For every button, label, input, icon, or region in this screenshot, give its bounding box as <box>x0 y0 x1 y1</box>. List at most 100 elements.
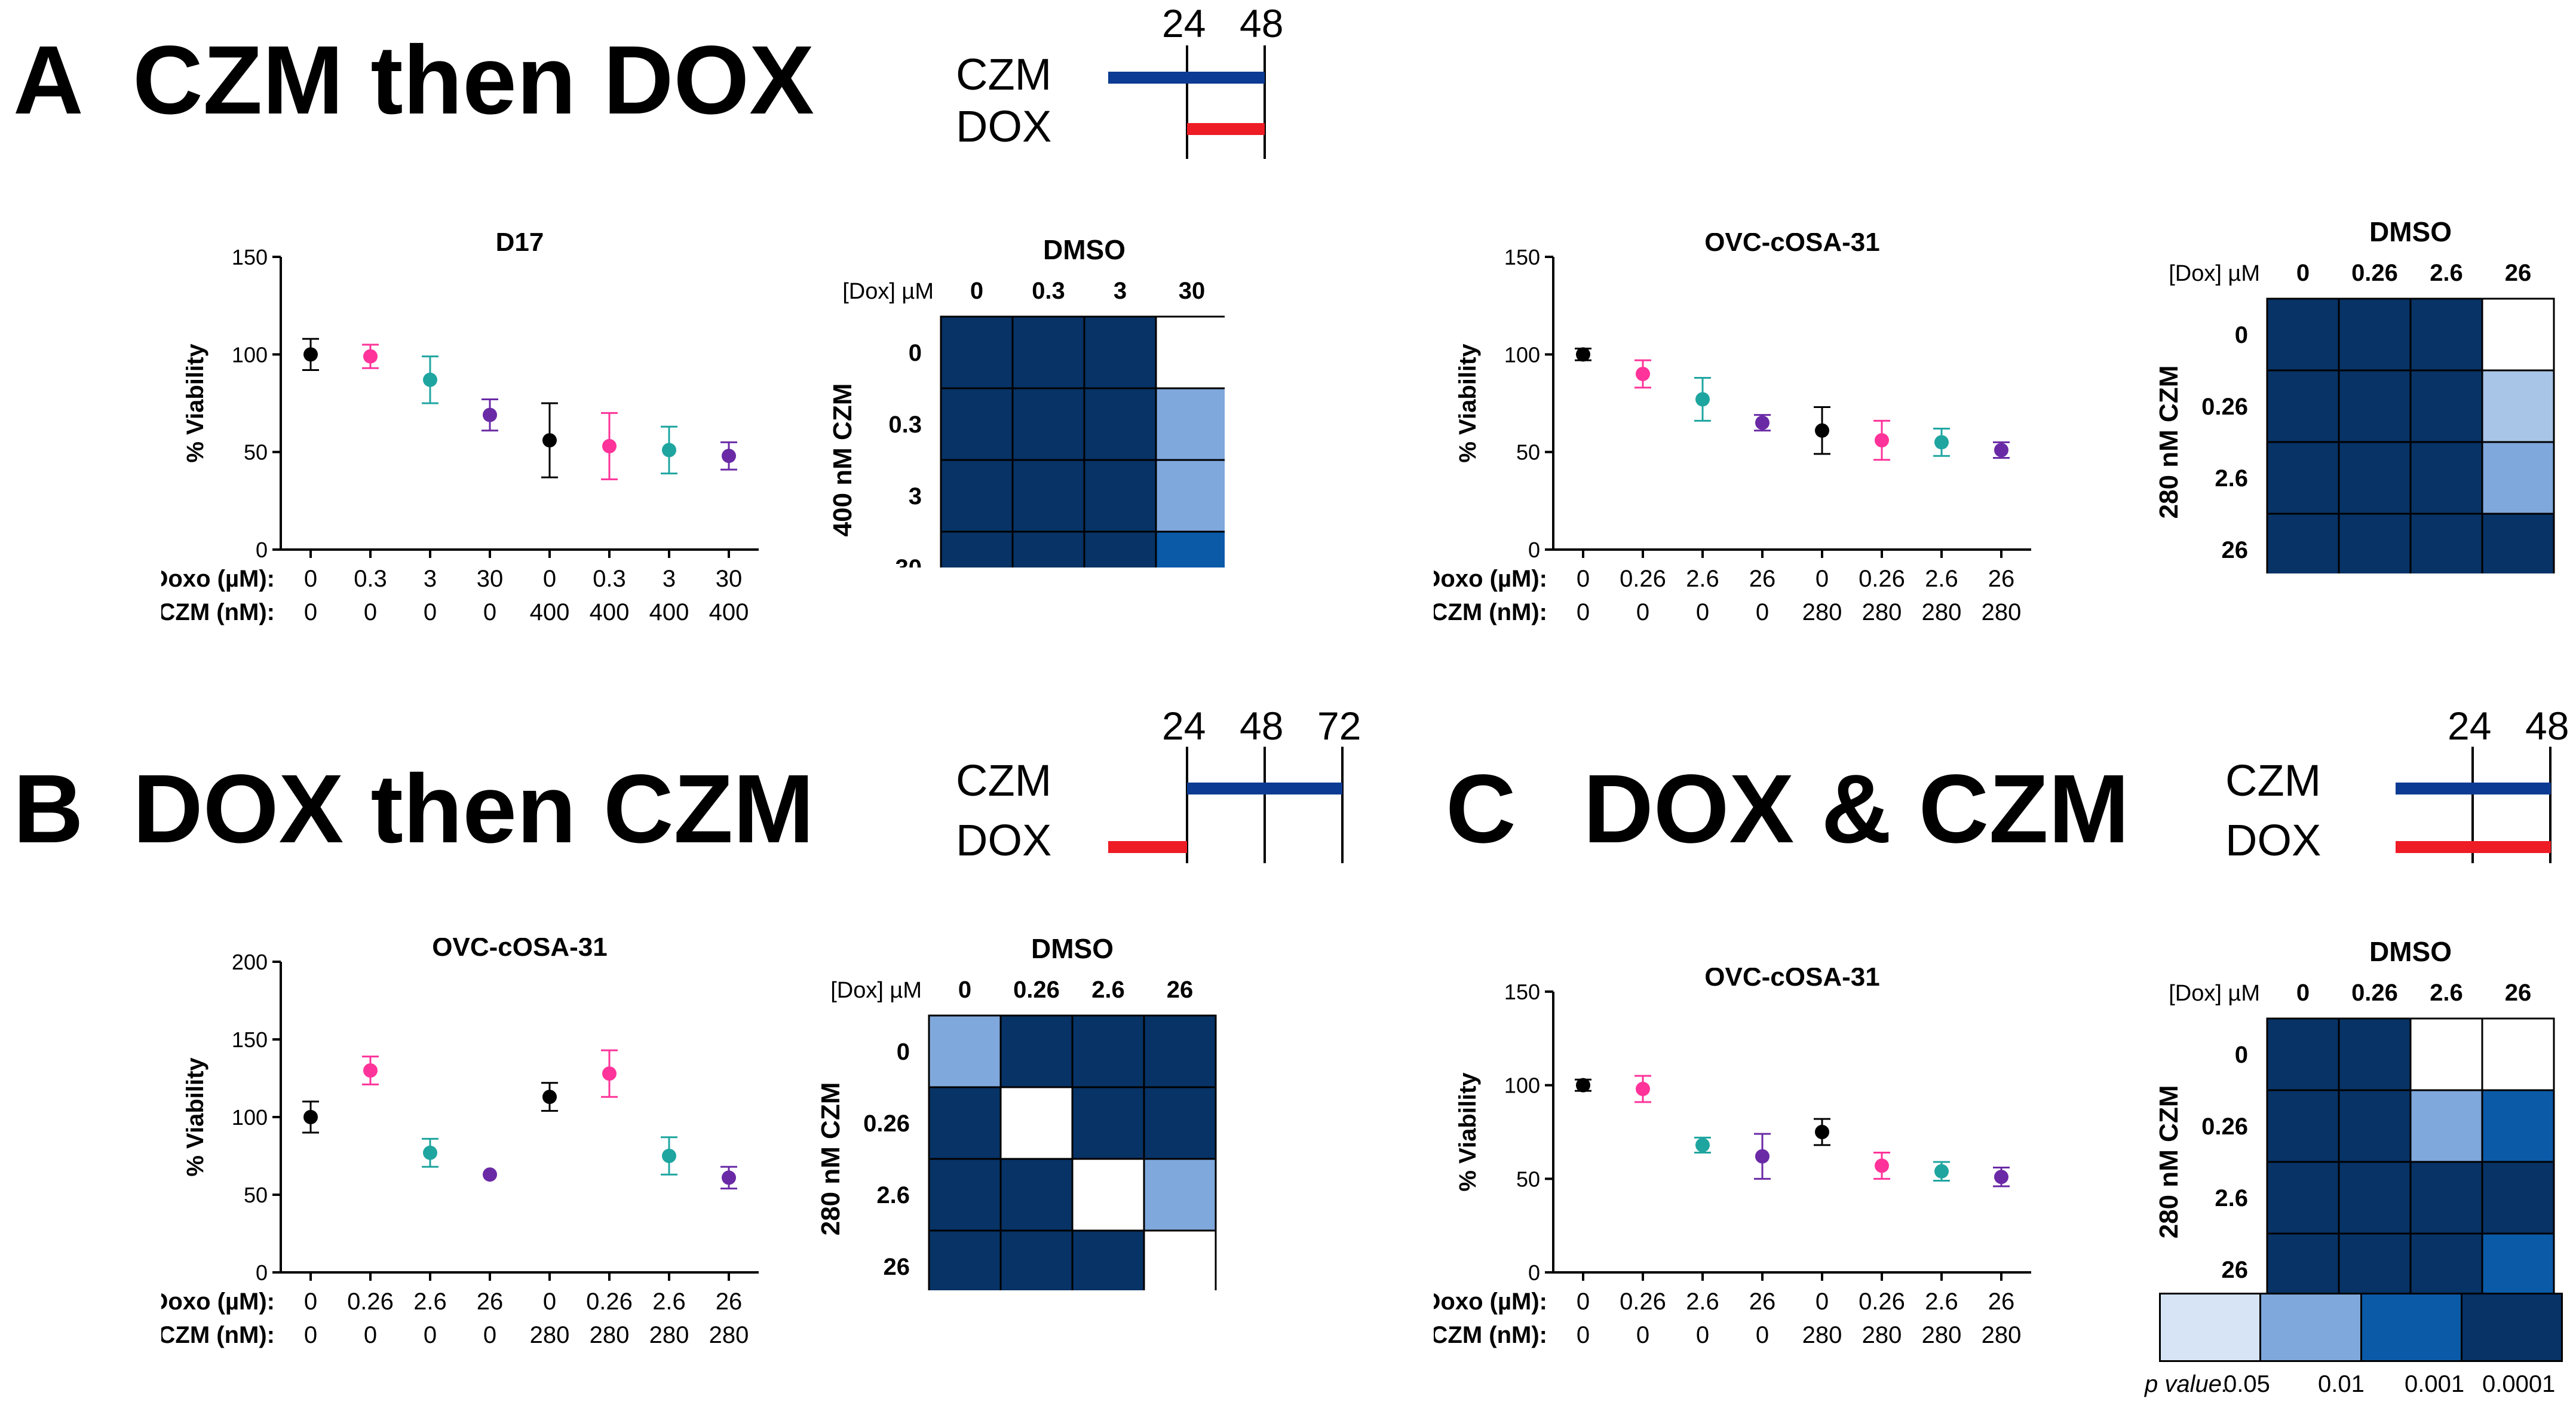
heatmap-cell <box>928 1158 1002 1232</box>
heatmap-row-axis-label: 400 nM CZM <box>828 384 857 537</box>
czm-value: 0 <box>483 599 496 625</box>
heatmap-cell <box>1071 1014 1145 1088</box>
czm-value: 0 <box>1756 599 1769 625</box>
dotplot-c-ovc: OVC-cOSA-31 0 50 100 150 % Viability 0 0 0.26 0 2.… <box>1434 968 2031 1348</box>
heatmap-cell <box>2266 1089 2340 1163</box>
doxo-value: 0 <box>543 1289 556 1315</box>
czm-value: 0 <box>1577 599 1590 625</box>
heatmap-cell <box>1143 1086 1217 1160</box>
doxo-row-label: Doxo (µM): <box>1434 566 1547 592</box>
doxo-value: 26 <box>1749 566 1776 592</box>
y-tick-label: 0 <box>1528 538 1540 562</box>
heatmap-a-ovc: DMSO [Dox] µM 0 0.26 2.6 26 0 0.26 2.6 26 280 nM C… <box>2154 216 2555 573</box>
czm-row-label: CZM (nM): <box>1434 1322 1547 1348</box>
doxo-value: 0.26 <box>1620 1289 1666 1315</box>
heatmap-cell <box>940 315 1014 389</box>
heatmap-col-label: 0.26 <box>1013 977 1060 1003</box>
heatmap-col-label: 3 <box>1114 278 1127 304</box>
heatmap-cell <box>2266 1017 2340 1091</box>
heatmap-corner-label: [Dox] µM <box>830 978 922 1003</box>
doxo-value: 30 <box>716 566 743 592</box>
panel-b-letter: B <box>13 754 84 863</box>
data-point <box>722 449 736 464</box>
schedule-tick-48: 48 <box>1240 1 1284 45</box>
y-tick-label: 0 <box>256 1260 268 1285</box>
heatmap-cell <box>1011 459 1085 533</box>
schedule-dox-label: DOX <box>956 815 1052 865</box>
heatmap-row-label: 0.26 <box>863 1110 910 1137</box>
heatmap-row-label: 0.26 <box>2201 1113 2248 1140</box>
heatmap-cell <box>2481 297 2555 372</box>
heatmap-cell <box>2481 369 2555 443</box>
panel-a-letter: A <box>13 25 84 134</box>
heatmap-row-label: 26 <box>2222 537 2249 563</box>
heatmap-col-label: 2.6 <box>2430 260 2463 286</box>
heatmap-cell <box>1083 530 1157 567</box>
data-point <box>602 438 617 453</box>
schedule-czm-bar <box>2396 783 2551 794</box>
heatmap-col-label: 26 <box>2505 260 2532 286</box>
heatmap-col-label: 2.6 <box>1091 977 1125 1003</box>
data-point <box>542 1090 557 1105</box>
chart-title: OVC-cOSA-31 <box>432 938 607 962</box>
heatmap-cell <box>1083 315 1157 389</box>
heatmap-cell <box>999 1158 1074 1232</box>
czm-value: 280 <box>1982 599 2022 625</box>
chart-title: OVC-cOSA-31 <box>1704 968 1879 992</box>
doxo-value: 30 <box>477 566 504 592</box>
heatmap-col-label: 2.6 <box>2430 980 2463 1006</box>
chart-title: OVC-cOSA-31 <box>1704 233 1879 257</box>
czm-value: 0 <box>304 599 317 625</box>
heatmap-cell <box>2266 297 2340 372</box>
y-tick-label: 100 <box>1504 1073 1540 1098</box>
czm-value: 0 <box>483 1322 496 1348</box>
czm-value: 0 <box>364 599 377 625</box>
data-point <box>1636 367 1650 381</box>
heatmap-row-label: 26 <box>2222 1257 2249 1283</box>
schedule-tick-48: 48 <box>2525 704 2569 748</box>
schedule-tick-72: 72 <box>1317 704 1361 748</box>
pvalue-legend-value: 0.001 <box>2405 1371 2465 1397</box>
heatmap-cell <box>2409 369 2483 443</box>
czm-value: 400 <box>590 599 630 625</box>
data-point <box>722 1170 736 1185</box>
czm-value: 0 <box>1696 1322 1709 1348</box>
czm-value: 280 <box>649 1322 689 1348</box>
heatmap-cell <box>928 1014 1002 1088</box>
doxo-row-label: Doxo (µM): <box>1434 1289 1547 1315</box>
heatmap-cell <box>2409 441 2483 515</box>
data-point <box>363 1063 378 1078</box>
heatmap-cell <box>2338 369 2412 443</box>
heatmap-col-label: 0 <box>2296 260 2310 286</box>
doxo-value: 3 <box>424 566 437 592</box>
data-point <box>363 349 378 364</box>
pvalue-swatch <box>2362 1294 2462 1360</box>
heatmap-row-label: 0 <box>2235 1042 2248 1068</box>
czm-value: 0 <box>304 1322 317 1348</box>
pvalue-legend-swatches <box>2159 1293 2563 1362</box>
heatmap-col-label: 0.26 <box>2351 980 2398 1006</box>
schedule-divider-48 <box>1264 45 1266 159</box>
y-tick-label: 0 <box>256 538 268 562</box>
heatmap-row-label: 0 <box>897 1039 910 1065</box>
heatmap-b-ovc: DMSO [Dox] µM 0 0.26 2.6 26 0 0.26 2.6 26 280 nM C… <box>816 933 1217 1290</box>
data-point <box>1815 423 1829 438</box>
y-axis-label: % Viability <box>182 343 208 463</box>
czm-row-label: CZM (nM): <box>1434 599 1547 625</box>
czm-value: 0 <box>1636 599 1649 625</box>
data-point <box>542 433 557 448</box>
y-tick-label: 0 <box>1528 1260 1540 1285</box>
data-point <box>1755 415 1770 430</box>
schedule-czm-label: CZM <box>2225 756 2322 805</box>
data-point <box>303 1110 318 1124</box>
panel-c-title: DOX & CZM <box>1583 754 2130 863</box>
czm-value: 280 <box>1802 1322 1842 1348</box>
heatmap-cell <box>1155 387 1225 461</box>
heatmap-col-label: 26 <box>2505 980 2532 1006</box>
data-point <box>1636 1081 1650 1096</box>
heatmap-row-axis-label: 280 nM CZM <box>2154 366 2184 519</box>
czm-row-label: CZM (nM): <box>161 1322 275 1348</box>
panel-b-title: DOX then CZM <box>133 754 814 863</box>
heatmap-cell <box>2409 1089 2483 1163</box>
data-point <box>303 347 318 362</box>
